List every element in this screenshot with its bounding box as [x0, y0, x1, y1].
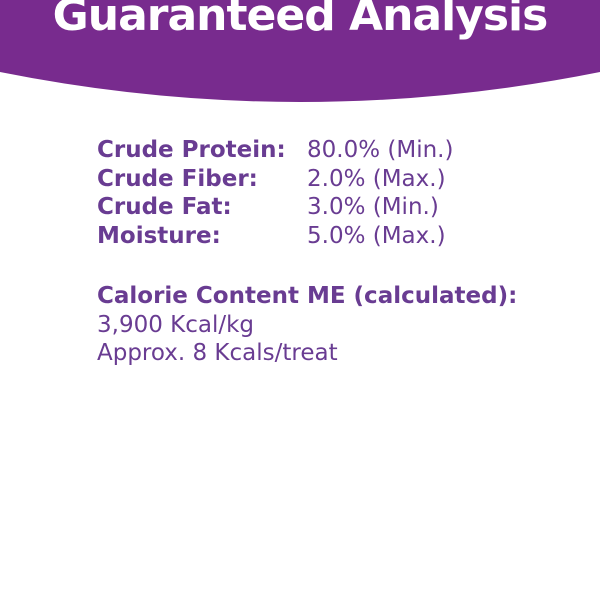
analysis-value: 5.0% (Max.) [307, 222, 446, 249]
analysis-label: Crude Protein: [97, 137, 286, 163]
banner-curve-shape [0, 0, 600, 102]
analysis-value: 80.0% (Min.) [307, 137, 454, 163]
calorie-line-kcal-per-kg: 3,900 Kcal/kg [97, 311, 255, 338]
header-banner [0, 0, 600, 102]
calorie-content-section: Calorie Content ME (calculated): 3,900 K… [97, 282, 517, 368]
calorie-line-kcal-per-treat: Approx. 8 Kcals/treat [97, 340, 338, 367]
calorie-heading: Calorie Content ME (calculated): [97, 283, 518, 309]
page-title: Guaranteed Analysis [52, 0, 549, 41]
analysis-value: 3.0% (Min.) [307, 194, 439, 221]
guaranteed-analysis-table: Crude Protein: 80.0% (Min.) Crude Fiber:… [97, 136, 453, 250]
analysis-label: Crude Fat: [97, 194, 232, 221]
analysis-label: Moisture: [97, 222, 221, 249]
analysis-value: 2.0% (Max.) [307, 165, 446, 192]
analysis-label: Crude Fiber: [97, 165, 258, 192]
